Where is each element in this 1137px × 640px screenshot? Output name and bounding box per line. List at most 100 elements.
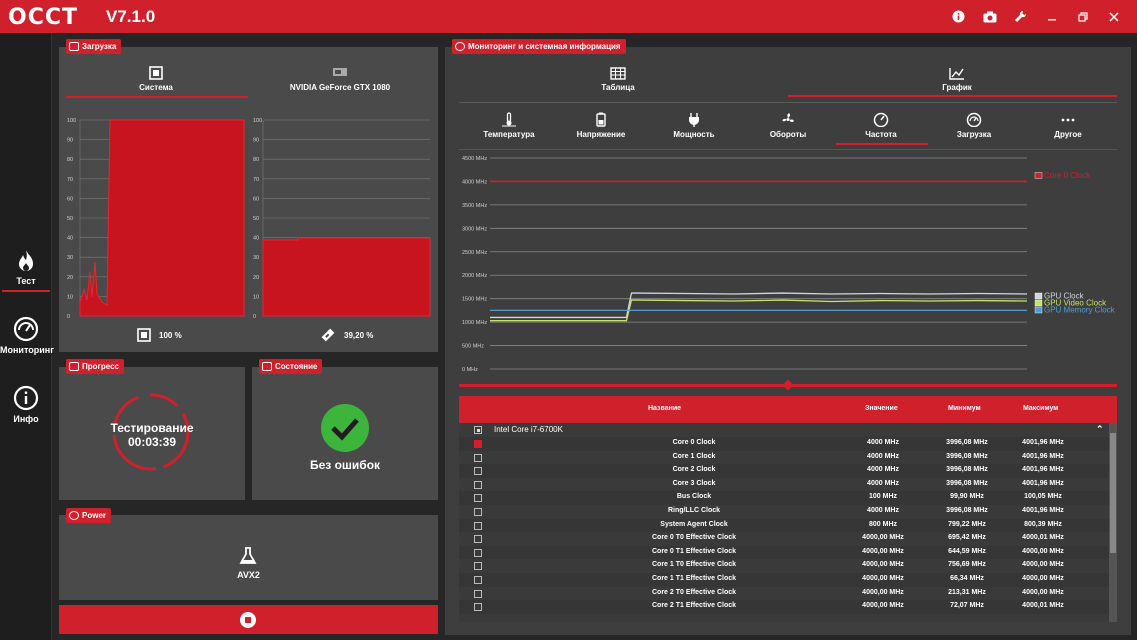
fan-icon [782, 113, 794, 122]
app-version: V7.1.0 [106, 7, 156, 26]
table-row[interactable]: Core 1 T1 Effective Clock 4000,00 MHz 66,3… [459, 573, 1109, 587]
stop-button[interactable] [59, 605, 438, 634]
row-checkbox[interactable] [474, 467, 482, 476]
sidebar-item-test[interactable]: Тест [0, 249, 52, 286]
row-checkbox[interactable] [474, 548, 482, 557]
progress-icon [69, 362, 79, 371]
cell-value: 4000 MHz [867, 466, 899, 474]
row-checkbox[interactable] [474, 535, 482, 544]
row-checkbox[interactable] [474, 440, 482, 448]
gpu-icon [333, 68, 347, 76]
cell-max: 800,39 MHz [1024, 520, 1062, 528]
table-row[interactable]: Core 0 Clock 4000 MHz 3996,08 MHz 4001,96 M… [459, 437, 1109, 451]
info-circle-icon [13, 385, 39, 411]
row-checkbox[interactable] [474, 521, 482, 530]
flame-icon [19, 250, 33, 271]
scrollbar-thumb[interactable] [1110, 433, 1116, 553]
y-tick-label: 70 [253, 177, 259, 183]
restore-icon[interactable] [1073, 7, 1092, 26]
y-tick-label: 10 [67, 294, 73, 300]
row-checkbox[interactable] [474, 480, 482, 489]
tab-temperature[interactable]: Температура [474, 112, 544, 139]
progress-panel [59, 367, 245, 500]
sidebar-item-info[interactable]: Инфо [0, 385, 52, 424]
row-checkbox[interactable] [474, 453, 482, 462]
info-icon[interactable] [949, 7, 968, 26]
cell-max: 4001,96 MHz [1022, 439, 1064, 446]
camera-icon[interactable] [980, 7, 999, 26]
cell-max: 4001,96 MHz [1022, 507, 1064, 514]
table-row[interactable]: Core 1 Clock 4000 MHz 3996,08 MHz 4001,96 M… [459, 451, 1109, 465]
cell-name: Core 2 Clock [672, 466, 716, 474]
cell-min: 3996,08 MHz [946, 439, 988, 446]
tab-table[interactable]: Таблица [583, 67, 653, 92]
tab-gpu[interactable]: NVIDIA GeForce GTX 1080 [270, 66, 410, 92]
row-checkbox[interactable] [474, 494, 482, 503]
table-row[interactable]: Core 2 Clock 4000 MHz 3996,08 MHz 4001,96 M… [459, 464, 1109, 478]
collapse-chevron-icon[interactable]: ⌃ [1096, 424, 1104, 434]
cell-min: 644,59 MHz [948, 547, 986, 555]
table-row[interactable]: Core 0 T1 Effective Clock 4000,00 MHz 644,… [459, 545, 1109, 560]
y-tick-label: 50 [67, 216, 73, 222]
minimize-icon[interactable] [1042, 7, 1061, 26]
cell-max: 4000,01 MHz [1022, 602, 1064, 610]
legend-swatch [1034, 306, 1043, 314]
table-row[interactable]: System Agent Clock 800 MHz 799,22 MHz 800,3… [459, 518, 1109, 533]
table-row[interactable]: Core 2 T1 Effective Clock 4000,00 MHz 72,0… [459, 600, 1109, 614]
y-tick-label: 1500 MHz [462, 297, 487, 303]
cell-min: 66,34 MHz [950, 575, 984, 582]
table-row[interactable]: Core 2 T0 Effective Clock 4000,00 MHz 213,… [459, 587, 1109, 601]
row-checkbox[interactable] [474, 508, 482, 516]
sidebar-item-monitoring[interactable]: Мониторинг [0, 316, 54, 355]
group-checkbox[interactable] [474, 426, 482, 434]
sidebar: Тест Мониторинг Инфо [0, 33, 54, 640]
row-checkbox[interactable] [474, 603, 482, 612]
legend-label: GPU Memory Clock [1044, 306, 1116, 315]
tab-system[interactable]: Система [121, 66, 191, 92]
tab-power[interactable]: Мощность [659, 112, 729, 139]
table-row[interactable]: Bus Clock 100 MHz 99,90 MHz 100,05 MHz [459, 491, 1109, 505]
cell-value: 4000 MHz [867, 452, 899, 460]
table-group-row[interactable]: Intel Core i7-6700K ⌃ [459, 424, 1109, 437]
y-tick-label: 4000 MHz [462, 179, 487, 185]
col-name-header[interactable]: Название [648, 405, 682, 412]
y-tick-label: 80 [253, 157, 259, 163]
close-icon[interactable] [1104, 7, 1123, 26]
y-tick-label: 4500 MHz [462, 156, 487, 162]
tab-voltage[interactable]: Напряжение [566, 112, 636, 139]
group-name: Intel Core i7-6700K [494, 425, 563, 434]
legend-swatch [1034, 299, 1043, 307]
wrench-icon[interactable] [1011, 7, 1030, 26]
table-row[interactable]: Core 1 T0 Effective Clock 4000,00 MHz 756,… [459, 559, 1109, 573]
power-panel [59, 515, 438, 600]
tab-graph[interactable]: График [922, 67, 992, 92]
col-min-header[interactable]: Минимум [948, 405, 981, 412]
col-value-header[interactable]: Значение [865, 405, 898, 412]
load-panel-tag: Загрузка [66, 39, 122, 54]
cell-min: 72,07 MHz [950, 602, 984, 610]
cell-name: Core 2 T1 Effective Clock [651, 602, 737, 610]
tab-usage[interactable]: Загрузка [939, 112, 1009, 139]
cell-min: 756,69 MHz [948, 561, 986, 569]
table-row[interactable]: Core 0 T0 Effective Clock 4000,00 MHz 695,… [459, 532, 1109, 546]
table-scrollbar[interactable] [1109, 423, 1117, 622]
y-tick-label: 2500 MHz [462, 250, 487, 256]
row-checkbox[interactable] [474, 576, 482, 584]
row-checkbox[interactable] [474, 562, 482, 571]
col-max-header[interactable]: Максимум [1023, 405, 1059, 412]
table-row[interactable]: Core 3 Clock 4000 MHz 3996,08 MHz 4001,96 M… [459, 478, 1109, 492]
cell-max: 4000,00 MHz [1022, 561, 1064, 569]
sidebar-active-indicator [2, 290, 50, 292]
cell-name: System Agent Clock [660, 520, 728, 528]
row-checkbox[interactable] [474, 589, 482, 598]
cell-value: 4000,00 MHz [862, 534, 904, 542]
tab-frequency[interactable]: Частота [846, 112, 916, 139]
table-row[interactable]: Ring/LLC Clock 4000 MHz 3996,08 MHz 4001,96… [459, 505, 1109, 519]
plug-icon [689, 113, 699, 127]
tab-other[interactable]: Другое [1033, 112, 1103, 139]
cpu-icon [149, 66, 163, 80]
y-tick-label: 30 [253, 255, 259, 261]
tab-fan-speed[interactable]: Обороты [753, 112, 823, 139]
cell-max: 4000,00 MHz [1022, 575, 1064, 582]
